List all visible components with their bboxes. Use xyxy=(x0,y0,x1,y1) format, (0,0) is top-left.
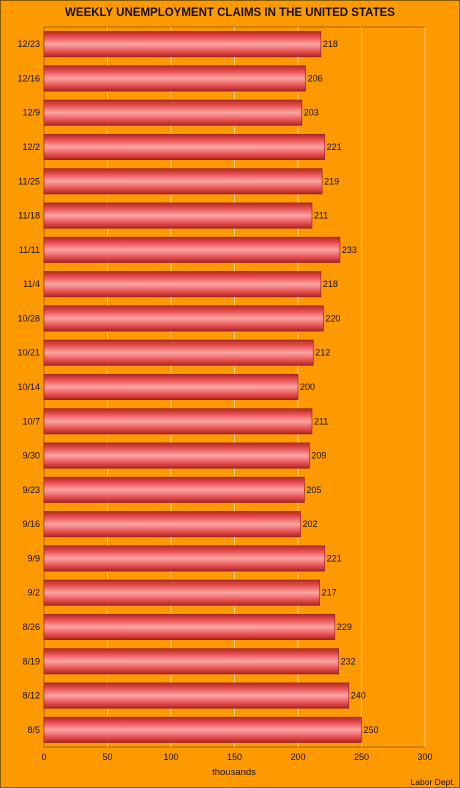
value-label: 221 xyxy=(327,553,342,563)
bar xyxy=(43,305,324,332)
category-label: 10/21 xyxy=(17,348,40,358)
category-label: 8/12 xyxy=(22,691,40,701)
bar xyxy=(43,442,310,469)
value-label: 211 xyxy=(314,416,328,426)
bar xyxy=(43,545,325,572)
value-label: 217 xyxy=(322,588,337,598)
x-tick-label: 100 xyxy=(163,752,178,762)
value-label: 233 xyxy=(342,245,357,255)
x-tick-label: 50 xyxy=(102,752,112,762)
x-tick-label: 300 xyxy=(417,752,432,762)
category-label: 11/11 xyxy=(19,245,40,255)
value-label: 211 xyxy=(314,211,328,221)
value-label: 202 xyxy=(303,519,318,529)
x-tick-label: 150 xyxy=(227,752,242,762)
category-label: 10/28 xyxy=(17,313,40,323)
bar xyxy=(43,511,301,538)
bar xyxy=(43,339,314,366)
category-label: 8/5 xyxy=(27,725,40,735)
value-label: 218 xyxy=(323,39,338,49)
category-label: 12/23 xyxy=(17,39,40,49)
value-label: 218 xyxy=(323,279,338,289)
bar xyxy=(43,614,336,640)
category-label: 8/19 xyxy=(22,656,40,666)
x-tick-label: 200 xyxy=(290,752,305,762)
category-label: 10/14 xyxy=(17,382,40,392)
category-label: 9/23 xyxy=(22,485,40,495)
value-label: 229 xyxy=(337,622,352,632)
category-label: 9/2 xyxy=(27,588,40,598)
category-label: 10/7 xyxy=(22,416,40,426)
value-label: 200 xyxy=(300,382,315,392)
value-label: 212 xyxy=(315,348,330,358)
value-label: 203 xyxy=(304,108,319,118)
bar xyxy=(43,31,322,58)
category-label: 11/18 xyxy=(18,211,40,221)
category-label: 11/25 xyxy=(18,176,40,186)
bar xyxy=(43,408,313,435)
bar xyxy=(43,202,313,229)
bars: 12/23 218 12/16 206 12/9 203 12/2 221 11/25 219 11… xyxy=(17,31,379,743)
bar xyxy=(43,65,306,92)
bar xyxy=(43,271,322,298)
category-label: 8/26 xyxy=(22,622,40,632)
x-tick-label: 250 xyxy=(354,752,369,762)
bar xyxy=(43,168,323,195)
category-label: 9/16 xyxy=(22,519,40,529)
value-label: 240 xyxy=(351,691,366,701)
bar xyxy=(43,134,325,160)
x-axis-label: thousands xyxy=(212,767,256,778)
value-label: 220 xyxy=(325,313,340,323)
bar xyxy=(43,682,350,709)
category-label: 11/4 xyxy=(23,279,40,289)
category-label: 12/16 xyxy=(17,73,40,83)
category-label: 12/9 xyxy=(22,108,40,118)
value-label: 221 xyxy=(327,142,342,152)
value-label: 205 xyxy=(306,485,321,495)
bar xyxy=(43,374,299,400)
value-label: 232 xyxy=(341,656,356,666)
value-label: 250 xyxy=(364,725,379,735)
category-label: 9/9 xyxy=(27,553,40,563)
value-label: 209 xyxy=(311,451,326,461)
category-label: 12/2 xyxy=(22,142,40,152)
value-label: 206 xyxy=(308,73,323,83)
bar xyxy=(43,716,362,743)
x-axis-ticks: 0 50 100 150 200 250 300 xyxy=(41,752,432,762)
bar xyxy=(43,99,303,126)
bar xyxy=(43,648,339,675)
x-tick-label: 0 xyxy=(41,752,46,762)
bar xyxy=(43,476,305,503)
bar xyxy=(43,236,341,263)
category-label: 9/30 xyxy=(22,451,40,461)
bar xyxy=(43,579,320,606)
chart-title: WEEKLY UNEMPLOYMENT CLAIMS IN THE UNITED… xyxy=(65,7,395,19)
source-label: Labor Dept. xyxy=(411,777,455,787)
value-label: 219 xyxy=(324,176,339,186)
